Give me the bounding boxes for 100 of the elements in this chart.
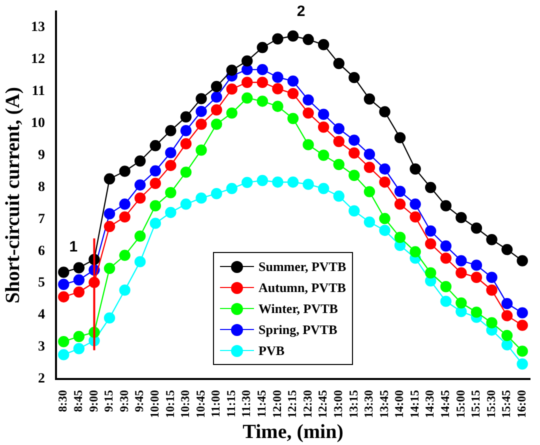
point (272, 176, 284, 188)
x-tick-label: 14:45 (438, 390, 452, 418)
point (333, 158, 344, 170)
point (73, 274, 85, 286)
y-tick-label: 4 (38, 308, 45, 323)
point (134, 179, 146, 191)
point (165, 160, 176, 172)
x-tick-label: 10:45 (193, 390, 208, 418)
point (302, 178, 314, 190)
point (210, 91, 222, 103)
point (379, 176, 390, 188)
point (516, 346, 528, 357)
x-tick-label: 8:30 (56, 390, 70, 412)
point (58, 336, 70, 348)
point (210, 104, 222, 116)
x-tick-label: 11:45 (254, 390, 269, 418)
point (256, 174, 268, 186)
point (150, 200, 161, 212)
point (516, 320, 528, 331)
x-tick-label: 13:00 (330, 390, 345, 418)
point (501, 339, 513, 350)
point (287, 30, 299, 42)
point (486, 317, 498, 328)
point (333, 136, 344, 148)
legend-label: Winter, PVTB (258, 300, 338, 316)
point (516, 255, 528, 266)
point (348, 170, 360, 181)
x-tick-label: 9:00 (86, 390, 100, 412)
point (302, 94, 314, 106)
legend-label: Autumn, PVTB (258, 280, 346, 296)
x-tick-label: 11:15 (224, 390, 238, 418)
point (150, 218, 161, 229)
point (165, 125, 176, 136)
x-tick-label: 10:15 (162, 390, 177, 418)
x-tick-label: 15:00 (453, 390, 468, 418)
point (501, 298, 513, 310)
point (196, 93, 207, 104)
x-tick-label: 8:45 (71, 390, 86, 412)
point (379, 106, 390, 118)
y-tick-label: 8 (38, 180, 45, 195)
x-tick-label: 14:15 (407, 390, 422, 418)
point (333, 58, 344, 70)
point (470, 306, 482, 318)
x-tick-label: 10:00 (147, 390, 162, 418)
point (180, 125, 192, 136)
point (119, 198, 130, 210)
x-tick-label: 15:45 (499, 390, 514, 418)
x-tick-label: 16:00 (514, 390, 528, 418)
point (410, 246, 421, 258)
point (180, 138, 192, 150)
y-tick-label: 7 (38, 212, 45, 227)
point (456, 297, 467, 309)
point (73, 343, 85, 354)
point (333, 123, 344, 134)
point (226, 107, 238, 119)
x-tick-label: 12:30 (300, 390, 314, 418)
point (516, 358, 528, 370)
y-tick-label: 9 (38, 148, 45, 163)
point (425, 267, 436, 278)
point (456, 212, 467, 224)
point (440, 200, 452, 212)
point (272, 83, 284, 94)
point (226, 64, 238, 76)
point (165, 206, 176, 218)
point (242, 55, 253, 67)
point (486, 234, 498, 246)
point (364, 216, 376, 228)
point (196, 144, 207, 156)
point (73, 262, 85, 274)
point (425, 238, 436, 250)
point (394, 132, 406, 144)
y-tick-label: 13 (31, 20, 45, 35)
point (210, 80, 222, 92)
x-tick-label: 13:30 (362, 390, 376, 418)
point (210, 188, 222, 200)
point (425, 225, 436, 237)
point (318, 182, 330, 194)
point (58, 266, 70, 278)
point (196, 106, 207, 118)
point (348, 205, 360, 216)
point (256, 96, 268, 107)
point (134, 192, 146, 204)
point (256, 42, 268, 54)
point (379, 212, 390, 224)
point (196, 118, 207, 130)
point (348, 134, 360, 146)
point (226, 182, 238, 194)
point (470, 272, 482, 283)
point (150, 165, 161, 177)
x-tick-label: 11:00 (208, 390, 223, 418)
point (119, 250, 130, 261)
x-tick-label: 15:15 (468, 390, 483, 418)
point (272, 33, 284, 44)
point (318, 122, 330, 133)
x-tick-label: 14:00 (392, 390, 406, 418)
point (196, 192, 207, 204)
point (150, 140, 161, 152)
annotation: 1 (69, 238, 78, 256)
point (104, 262, 116, 274)
y-axis-title: Short-circuit current, (A) (2, 86, 24, 304)
